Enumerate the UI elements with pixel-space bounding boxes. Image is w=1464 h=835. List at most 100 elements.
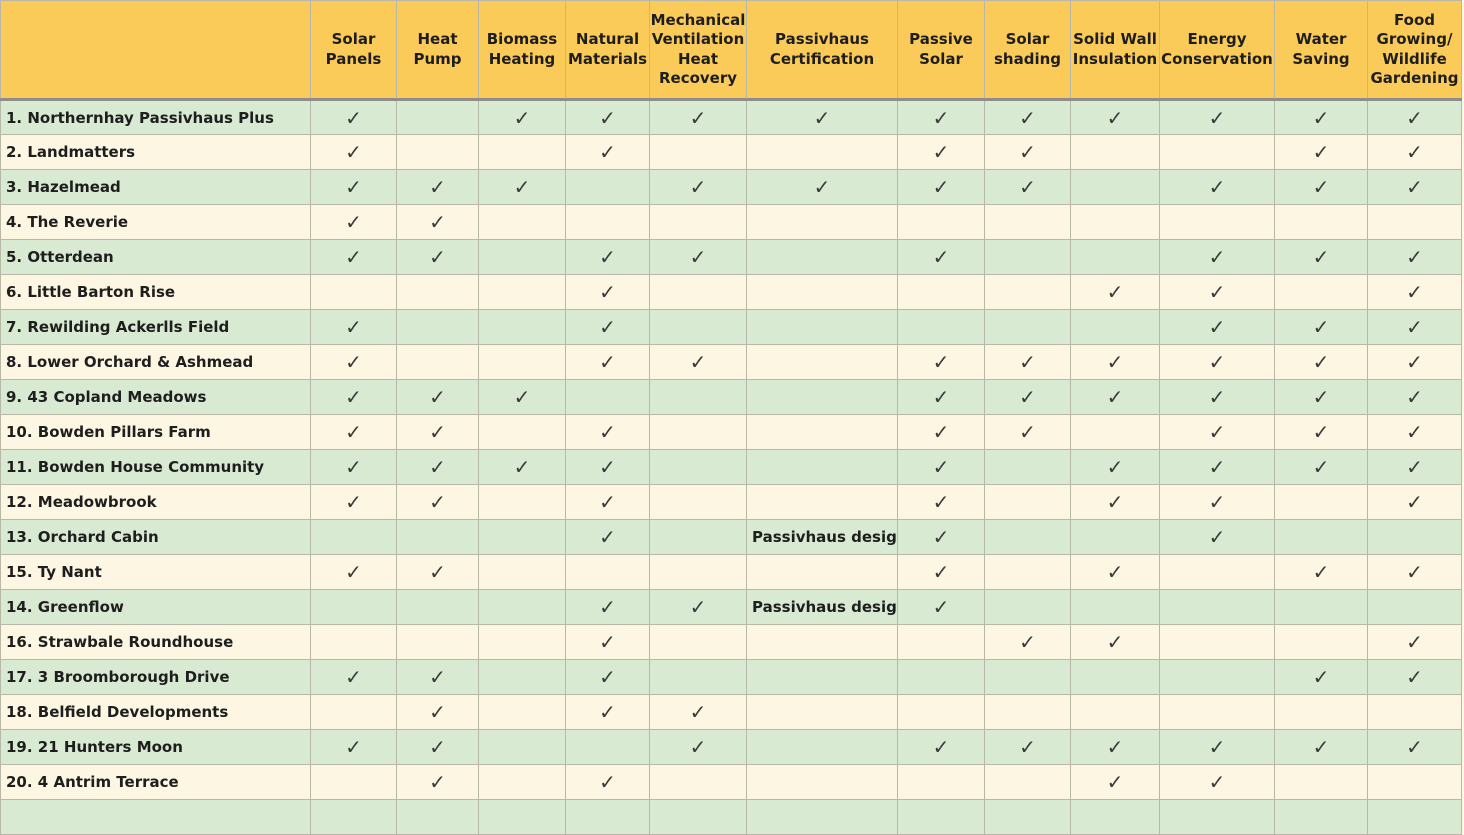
empty-cell[interactable] bbox=[1070, 589, 1160, 625]
empty-cell[interactable] bbox=[478, 274, 566, 310]
check-icon[interactable]: ✓ bbox=[565, 134, 650, 170]
empty-cell[interactable] bbox=[746, 764, 898, 800]
empty-cell[interactable] bbox=[746, 449, 898, 485]
check-icon[interactable]: ✓ bbox=[396, 239, 479, 275]
check-icon[interactable]: ✓ bbox=[1367, 729, 1462, 765]
check-icon[interactable]: ✓ bbox=[1159, 379, 1275, 415]
empty-cell[interactable] bbox=[984, 764, 1071, 800]
check-icon[interactable]: ✓ bbox=[396, 484, 479, 520]
check-icon[interactable]: ✓ bbox=[1070, 449, 1160, 485]
check-icon[interactable]: ✓ bbox=[1367, 309, 1462, 345]
empty-cell[interactable] bbox=[746, 554, 898, 590]
check-icon[interactable]: ✓ bbox=[1274, 659, 1368, 695]
empty-cell[interactable] bbox=[649, 204, 747, 240]
empty-cell[interactable] bbox=[478, 484, 566, 520]
check-icon[interactable]: ✓ bbox=[1159, 239, 1275, 275]
empty-cell[interactable] bbox=[396, 99, 479, 135]
empty-cell[interactable] bbox=[1274, 589, 1368, 625]
empty-cell[interactable] bbox=[897, 799, 985, 835]
check-icon[interactable]: ✓ bbox=[310, 659, 397, 695]
empty-cell[interactable] bbox=[984, 694, 1071, 730]
empty-cell[interactable] bbox=[478, 589, 566, 625]
empty-cell[interactable] bbox=[565, 554, 650, 590]
empty-cell[interactable] bbox=[746, 414, 898, 450]
table-row[interactable]: 2. Landmatters ✓ ✓ ✓ ✓ ✓ ✓ bbox=[0, 134, 1462, 170]
check-icon[interactable]: ✓ bbox=[1159, 169, 1275, 205]
check-icon[interactable]: ✓ bbox=[396, 449, 479, 485]
empty-cell[interactable] bbox=[649, 764, 747, 800]
table-row[interactable]: 11. Bowden House Community ✓ ✓ ✓ ✓ ✓ ✓ ✓ ✓ ✓ bbox=[0, 449, 1462, 485]
feature-note-cell[interactable]: Passivhaus design bbox=[746, 519, 898, 555]
empty-cell[interactable] bbox=[396, 589, 479, 625]
project-name-cell[interactable]: 3. Hazelmead bbox=[0, 169, 311, 205]
check-icon[interactable]: ✓ bbox=[1159, 99, 1275, 135]
empty-cell[interactable] bbox=[746, 624, 898, 660]
empty-cell[interactable] bbox=[1159, 554, 1275, 590]
empty-cell[interactable] bbox=[746, 309, 898, 345]
empty-cell[interactable] bbox=[746, 484, 898, 520]
check-icon[interactable]: ✓ bbox=[897, 414, 985, 450]
table-row[interactable]: 18. Belfield Developments ✓ ✓ ✓ bbox=[0, 694, 1462, 730]
check-icon[interactable]: ✓ bbox=[478, 379, 566, 415]
project-name-cell[interactable]: 4. The Reverie bbox=[0, 204, 311, 240]
empty-cell[interactable] bbox=[396, 274, 479, 310]
check-icon[interactable]: ✓ bbox=[1274, 344, 1368, 380]
table-row[interactable]: 16. Strawbale Roundhouse ✓ ✓ ✓ ✓ bbox=[0, 624, 1462, 660]
check-icon[interactable]: ✓ bbox=[1070, 99, 1160, 135]
empty-cell[interactable] bbox=[649, 519, 747, 555]
empty-cell[interactable] bbox=[1070, 134, 1160, 170]
table-row[interactable]: 13. Orchard Cabin ✓ Passivhaus design ✓ ✓ bbox=[0, 519, 1462, 555]
project-name-cell[interactable]: 8. Lower Orchard & Ashmead bbox=[0, 344, 311, 380]
empty-cell[interactable] bbox=[310, 274, 397, 310]
check-icon[interactable]: ✓ bbox=[396, 764, 479, 800]
table-row[interactable]: 12. Meadowbrook ✓ ✓ ✓ ✓ ✓ ✓ ✓ bbox=[0, 484, 1462, 520]
check-icon[interactable]: ✓ bbox=[1274, 554, 1368, 590]
empty-cell[interactable] bbox=[897, 274, 985, 310]
check-icon[interactable]: ✓ bbox=[984, 624, 1071, 660]
empty-cell[interactable] bbox=[746, 659, 898, 695]
check-icon[interactable]: ✓ bbox=[897, 484, 985, 520]
empty-cell[interactable] bbox=[478, 554, 566, 590]
table-row[interactable]: 17. 3 Broomborough Drive ✓ ✓ ✓ ✓ ✓ bbox=[0, 659, 1462, 695]
column-header-food[interactable]: Food Growing/ Wildlife Gardening bbox=[1367, 0, 1462, 101]
empty-cell[interactable] bbox=[649, 624, 747, 660]
empty-cell[interactable] bbox=[310, 799, 397, 835]
empty-cell[interactable] bbox=[1070, 659, 1160, 695]
empty-cell[interactable] bbox=[1070, 169, 1160, 205]
project-name-cell[interactable]: 9. 43 Copland Meadows bbox=[0, 379, 311, 415]
empty-cell[interactable] bbox=[984, 659, 1071, 695]
check-icon[interactable]: ✓ bbox=[310, 134, 397, 170]
empty-cell[interactable] bbox=[310, 589, 397, 625]
check-icon[interactable]: ✓ bbox=[396, 204, 479, 240]
check-icon[interactable]: ✓ bbox=[1367, 659, 1462, 695]
project-name-cell[interactable]: 19. 21 Hunters Moon bbox=[0, 729, 311, 765]
empty-cell[interactable] bbox=[1070, 799, 1160, 835]
check-icon[interactable]: ✓ bbox=[897, 239, 985, 275]
table-row[interactable]: 5. Otterdean ✓ ✓ ✓ ✓ ✓ ✓ ✓ ✓ bbox=[0, 239, 1462, 275]
empty-cell[interactable] bbox=[1367, 764, 1462, 800]
empty-cell[interactable] bbox=[1070, 204, 1160, 240]
check-icon[interactable]: ✓ bbox=[565, 694, 650, 730]
empty-cell[interactable] bbox=[478, 694, 566, 730]
table-row[interactable]: 14. Greenflow ✓ ✓ Passivhaus design ✓ bbox=[0, 589, 1462, 625]
empty-cell[interactable] bbox=[746, 694, 898, 730]
empty-cell[interactable] bbox=[649, 484, 747, 520]
check-icon[interactable]: ✓ bbox=[649, 99, 747, 135]
empty-cell[interactable] bbox=[1274, 519, 1368, 555]
check-icon[interactable]: ✓ bbox=[897, 134, 985, 170]
check-icon[interactable]: ✓ bbox=[1274, 99, 1368, 135]
table-row[interactable]: 19. 21 Hunters Moon ✓ ✓ ✓ ✓ ✓ ✓ ✓ ✓ ✓ bbox=[0, 729, 1462, 765]
check-icon[interactable]: ✓ bbox=[396, 659, 479, 695]
check-icon[interactable]: ✓ bbox=[1070, 624, 1160, 660]
column-header-passive-solar[interactable]: Passive Solar bbox=[897, 0, 985, 101]
empty-cell[interactable] bbox=[984, 309, 1071, 345]
table-row[interactable]: 4. The Reverie ✓ ✓ bbox=[0, 204, 1462, 240]
check-icon[interactable]: ✓ bbox=[984, 134, 1071, 170]
check-icon[interactable]: ✓ bbox=[1367, 484, 1462, 520]
empty-cell[interactable] bbox=[310, 624, 397, 660]
empty-cell[interactable] bbox=[746, 274, 898, 310]
empty-cell[interactable] bbox=[1159, 659, 1275, 695]
empty-cell[interactable] bbox=[478, 659, 566, 695]
project-name-cell[interactable]: 20. 4 Antrim Terrace bbox=[0, 764, 311, 800]
check-icon[interactable]: ✓ bbox=[565, 344, 650, 380]
